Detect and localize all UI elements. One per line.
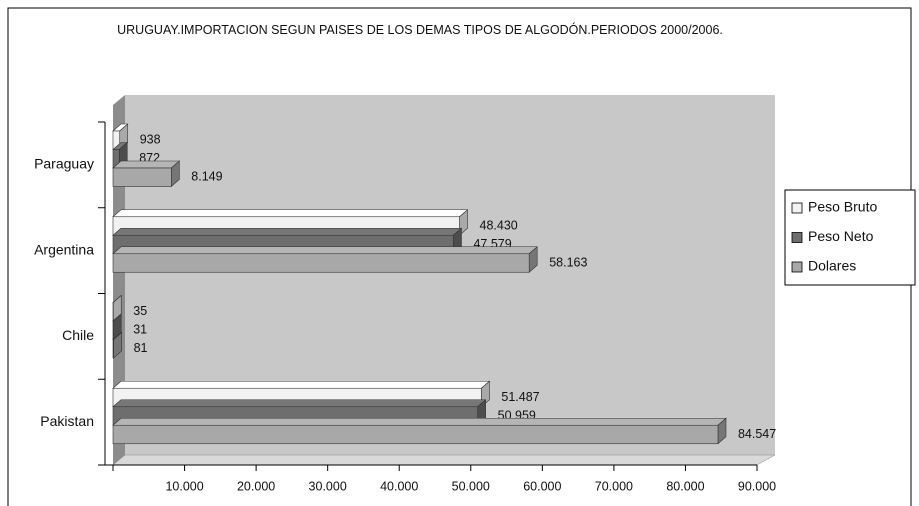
- data-label: 938: [140, 133, 161, 147]
- y-tick-label: Argentina: [34, 241, 94, 257]
- x-tick-label: 10.000: [165, 479, 203, 493]
- bar-top: [112, 160, 181, 169]
- data-label: 81: [134, 341, 148, 355]
- legend-swatch: [791, 202, 803, 214]
- x-tick-label: 60.000: [523, 479, 561, 493]
- bar-top: [112, 246, 538, 255]
- data-label: 35: [133, 304, 147, 318]
- chart-title: URUGUAY.IMPORTACION SEGUN PAISES DE LOS …: [117, 23, 723, 37]
- x-tick-label: 90.000: [738, 479, 776, 493]
- legend-label: Peso Neto: [808, 228, 874, 244]
- x-tick-label: 50.000: [452, 479, 490, 493]
- bar-top: [112, 227, 463, 236]
- data-label: 48.430: [480, 218, 518, 232]
- bar-top: [112, 209, 469, 218]
- legend-label: Peso Bruto: [808, 199, 877, 215]
- x-tick-label: 30.000: [309, 479, 347, 493]
- back-wall: [125, 95, 775, 455]
- x-tick-label: 80.000: [666, 479, 704, 493]
- bar: [112, 424, 719, 445]
- x-tick-label: 40.000: [380, 479, 418, 493]
- data-label: 31: [133, 323, 147, 337]
- x-tick-label: 20.000: [237, 479, 275, 493]
- floor: [112, 454, 776, 466]
- data-label: 84.547: [738, 427, 776, 441]
- bar: [112, 253, 530, 273]
- bar: [112, 167, 172, 187]
- legend-label: Dolares: [808, 258, 856, 274]
- legend-swatch: [791, 261, 803, 273]
- data-label: 8.149: [191, 170, 222, 184]
- legend-box: [784, 189, 916, 286]
- y-tick-label: Paraguay: [34, 156, 94, 172]
- legend-swatch: [791, 232, 803, 243]
- data-label: 51.487: [501, 390, 539, 404]
- data-label: 58.163: [549, 255, 587, 269]
- bar: [112, 339, 114, 359]
- side-wall: [113, 95, 125, 465]
- bar-top: [112, 417, 727, 426]
- y-tick-label: Pakistan: [40, 413, 94, 429]
- bar-top: [112, 380, 491, 389]
- bar-top: [112, 399, 487, 408]
- y-tick-label: Chile: [62, 327, 94, 343]
- x-tick-label: 70.000: [595, 479, 633, 493]
